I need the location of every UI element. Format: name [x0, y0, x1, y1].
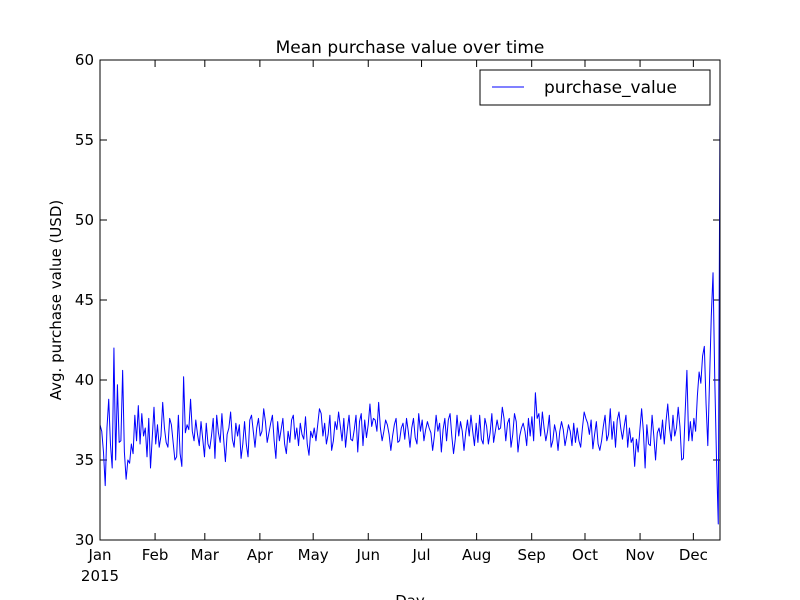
x-tick-label: Dec — [679, 546, 708, 564]
plot-frame — [99, 59, 721, 541]
x-tick-label: Jan — [87, 546, 111, 564]
chart-title: Mean purchase value over time — [276, 38, 545, 58]
x-tick-label: Mar — [191, 546, 220, 564]
x-axis-label: Day — [395, 592, 425, 600]
x-tick-label: Feb — [142, 546, 169, 564]
y-tick-label: 45 — [75, 291, 94, 309]
y-tick-label: 30 — [75, 531, 94, 549]
y-tick-label: 40 — [75, 371, 94, 389]
y-tick-label: 35 — [75, 451, 94, 469]
x-tick-label: Nov — [625, 546, 654, 564]
axis-ticks: 30 35 40 45 50 55 60 Jan Feb Mar Apr May Jun Jul Aug Se… — [75, 51, 720, 564]
x-tick-label: Jul — [411, 546, 430, 564]
y-tick-label: 55 — [75, 131, 94, 149]
x-tick-label: May — [298, 546, 329, 564]
y-tick-label: 60 — [75, 51, 94, 69]
y-axis-label: Avg. purchase value (USD) — [47, 200, 65, 400]
x-tick-label: Sep — [518, 546, 546, 564]
x-tick-label: Jun — [356, 546, 380, 564]
x-tick-label: Apr — [247, 546, 274, 564]
x-tick-label: Oct — [572, 546, 598, 564]
legend: purchase_value — [479, 69, 711, 106]
x-axis-year-label: 2015 — [81, 567, 119, 585]
legend-label: purchase_value — [544, 78, 677, 98]
x-tick-label: Aug — [462, 546, 491, 564]
plot-area — [99, 107, 721, 525]
series-line-purchase_value — [99, 107, 721, 525]
y-tick-label: 50 — [75, 211, 94, 229]
